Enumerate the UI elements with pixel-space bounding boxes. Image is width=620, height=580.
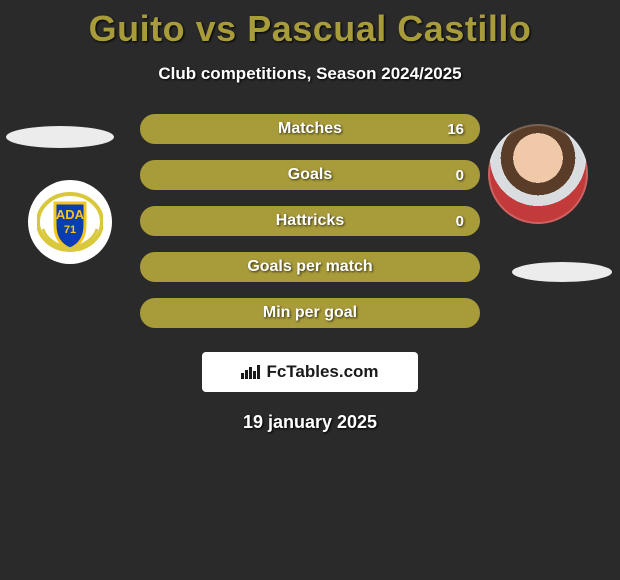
- stat-value: 0: [456, 167, 464, 184]
- chart-icon: [241, 365, 260, 379]
- player-right-photo: [488, 124, 588, 224]
- svg-text:71: 71: [64, 224, 76, 236]
- stat-label: Matches: [142, 120, 478, 138]
- branding-box[interactable]: FcTables.com: [202, 352, 418, 392]
- date-label: 19 january 2025: [0, 412, 620, 433]
- player-right-placeholder: [512, 262, 612, 282]
- stat-row: Hattricks0: [140, 206, 480, 236]
- stat-label: Goals: [142, 166, 478, 184]
- stat-row: Matches16: [140, 114, 480, 144]
- svg-text:ADA: ADA: [56, 207, 85, 222]
- stat-row: Goals0: [140, 160, 480, 190]
- page-subtitle: Club competitions, Season 2024/2025: [0, 64, 620, 84]
- stat-value: 0: [456, 213, 464, 230]
- stat-label: Min per goal: [142, 304, 478, 322]
- stat-row: Min per goal: [140, 298, 480, 328]
- player-left-placeholder: [6, 126, 114, 148]
- page-title: Guito vs Pascual Castillo: [0, 0, 620, 50]
- club-shield-icon: ADA 71: [37, 189, 103, 255]
- branding-text: FcTables.com: [266, 362, 378, 382]
- stat-row: Goals per match: [140, 252, 480, 282]
- club-badge-left: ADA 71: [28, 180, 112, 264]
- stat-label: Goals per match: [142, 258, 478, 276]
- stat-label: Hattricks: [142, 212, 478, 230]
- stat-value: 16: [447, 121, 464, 138]
